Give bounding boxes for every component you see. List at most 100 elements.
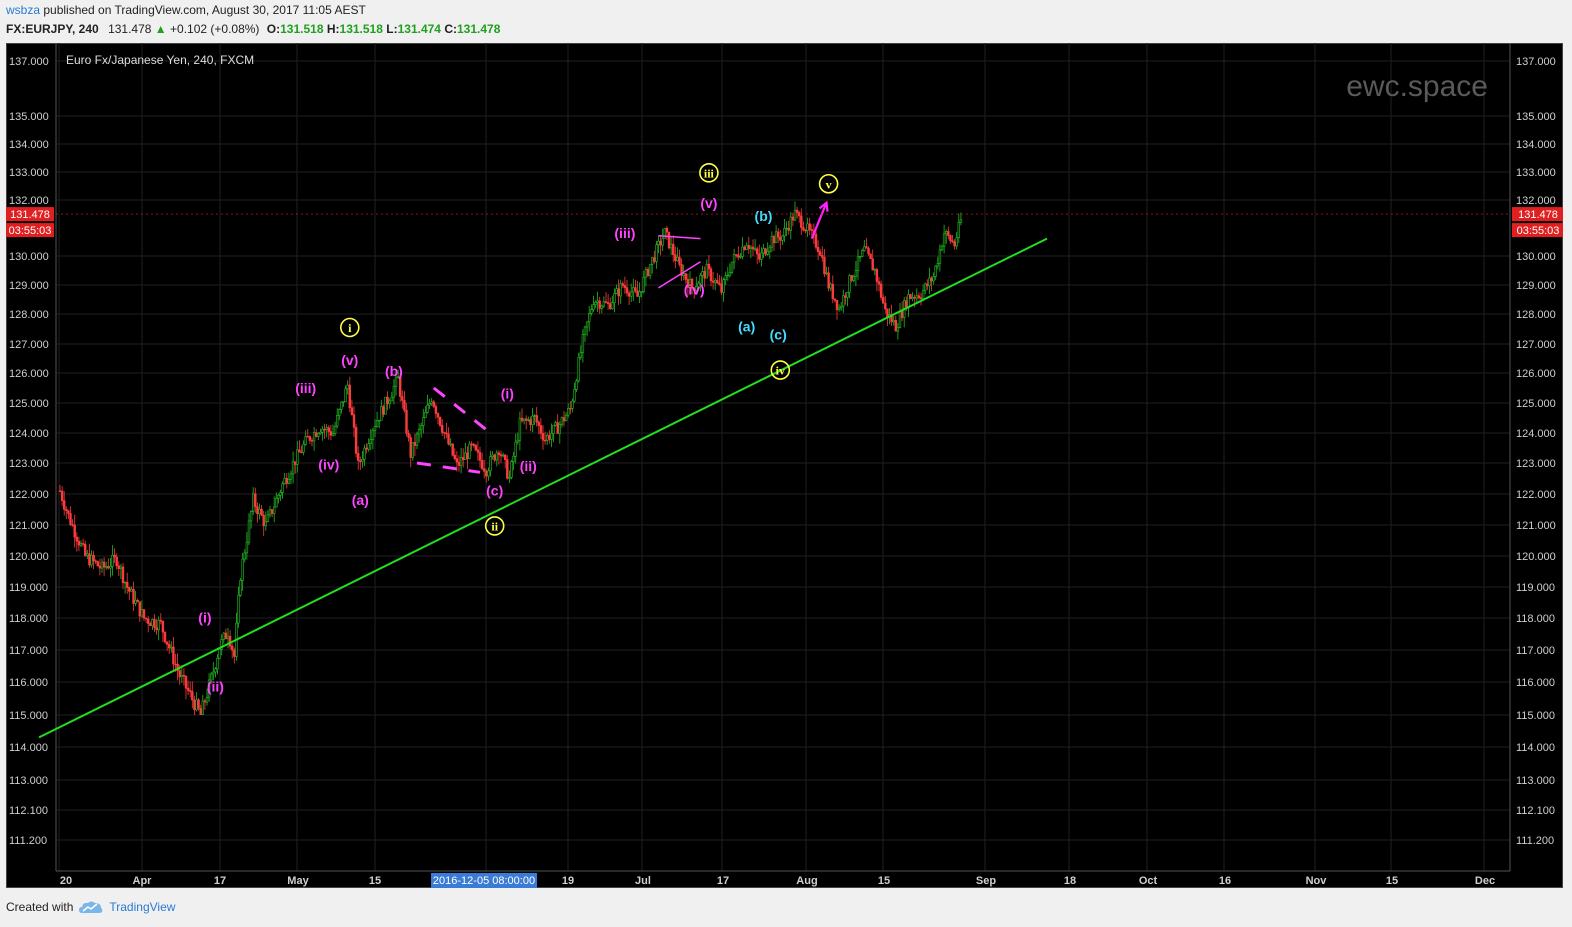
candle: [663, 227, 667, 239]
candle: [640, 291, 643, 298]
candle: [797, 210, 801, 223]
candle: [703, 266, 706, 288]
candle: [879, 280, 883, 301]
candle: [222, 631, 225, 644]
time-tick-label: Oct: [1139, 875, 1158, 887]
time-axis-labels: 20 Apr 17 May 15 19 Jul 17 Aug 15 Sep 18 Oct 16 Nov 15 D…: [60, 875, 1495, 887]
candle: [377, 420, 381, 429]
candle-body: [377, 420, 381, 422]
author-link[interactable]: wsbza: [6, 3, 41, 17]
candle: [105, 561, 108, 570]
time-tick-label: 15: [1386, 875, 1398, 887]
candle: [678, 249, 681, 267]
candle-body: [249, 511, 253, 522]
wave-label-circled: v: [818, 173, 839, 194]
candle-body: [560, 417, 564, 425]
tradingview-link[interactable]: TradingView: [109, 900, 176, 914]
crosshair-date-label: 2016-12-05 08:00:00: [433, 875, 535, 887]
up-arrow-icon: ▲: [154, 22, 167, 36]
candle-body: [720, 284, 723, 293]
candle-body: [312, 432, 316, 442]
candle: [340, 401, 343, 414]
last-price: 131.478: [108, 22, 152, 36]
price-tick-label-left: 114.000: [9, 742, 48, 754]
candle: [283, 472, 286, 485]
candle-body: [877, 281, 881, 285]
candle: [892, 315, 895, 326]
candle-body: [951, 240, 954, 243]
candle-body: [279, 492, 282, 496]
candle: [310, 437, 314, 447]
wave-channel-line: [416, 461, 481, 474]
candle: [522, 418, 526, 425]
candle: [157, 616, 160, 641]
created-with-text: Created with: [6, 900, 74, 914]
candle: [726, 266, 730, 281]
crosshair-date-badge: [431, 873, 537, 888]
candle-body: [58, 490, 62, 492]
candle-body: [172, 646, 175, 665]
candle: [186, 680, 190, 695]
wave-label: (a): [738, 319, 755, 335]
candle-body: [741, 246, 744, 257]
last-price-tag-left: [6, 207, 54, 222]
candle: [270, 508, 274, 518]
candle-body: [386, 396, 389, 404]
candle: [480, 452, 484, 471]
candle: [518, 411, 522, 451]
candle: [629, 283, 633, 303]
candle-body: [231, 645, 234, 651]
candle-body: [858, 256, 862, 258]
candle-body: [506, 459, 509, 479]
candle-body: [384, 396, 387, 415]
candle: [390, 391, 393, 402]
candle-body: [367, 443, 370, 450]
candle-body: [363, 447, 366, 460]
candle-body: [67, 510, 70, 514]
candle-body: [346, 384, 349, 390]
candle-body: [716, 280, 719, 284]
price-tick-label-right: 118.000: [1516, 613, 1555, 625]
candle: [863, 239, 866, 252]
candle-body: [144, 617, 148, 620]
candle-body: [90, 554, 93, 566]
candle-body: [407, 433, 410, 438]
candle: [258, 503, 261, 520]
candle-body: [401, 396, 404, 401]
candle: [88, 543, 91, 568]
candle: [749, 245, 753, 259]
candle-body: [88, 553, 91, 566]
candle: [646, 267, 650, 278]
candle: [686, 273, 690, 296]
candle: [867, 246, 870, 256]
candle: [447, 427, 450, 446]
open-label: O:: [266, 22, 281, 36]
candle: [575, 378, 578, 393]
candle: [436, 412, 440, 425]
candle: [957, 213, 961, 244]
candle: [428, 398, 431, 410]
candle-body: [369, 438, 372, 444]
candle: [810, 224, 814, 237]
candle: [934, 265, 937, 280]
candle: [65, 506, 68, 520]
candle: [913, 294, 916, 308]
candle-body: [737, 254, 740, 258]
price-chart[interactable]: 137.000 137.000 135.000 135.000 134.000 134.0…: [6, 43, 1563, 888]
wave-label: (b): [385, 363, 403, 379]
candle: [69, 506, 72, 527]
price-tick-label-left: 129.000: [9, 280, 49, 292]
candle: [680, 258, 683, 282]
candle: [562, 411, 566, 427]
candle-body: [136, 599, 139, 603]
time-tick-label: Apr: [133, 875, 153, 887]
close-label: C:: [444, 22, 457, 36]
candle: [426, 394, 429, 414]
wave-label: (i): [198, 609, 211, 625]
candle-body: [596, 300, 599, 303]
trend-line: [38, 237, 1048, 739]
candle-body: [302, 443, 305, 453]
candle: [252, 487, 255, 516]
price-tick-label-right: 134.000: [1516, 139, 1556, 151]
candle: [955, 232, 958, 250]
